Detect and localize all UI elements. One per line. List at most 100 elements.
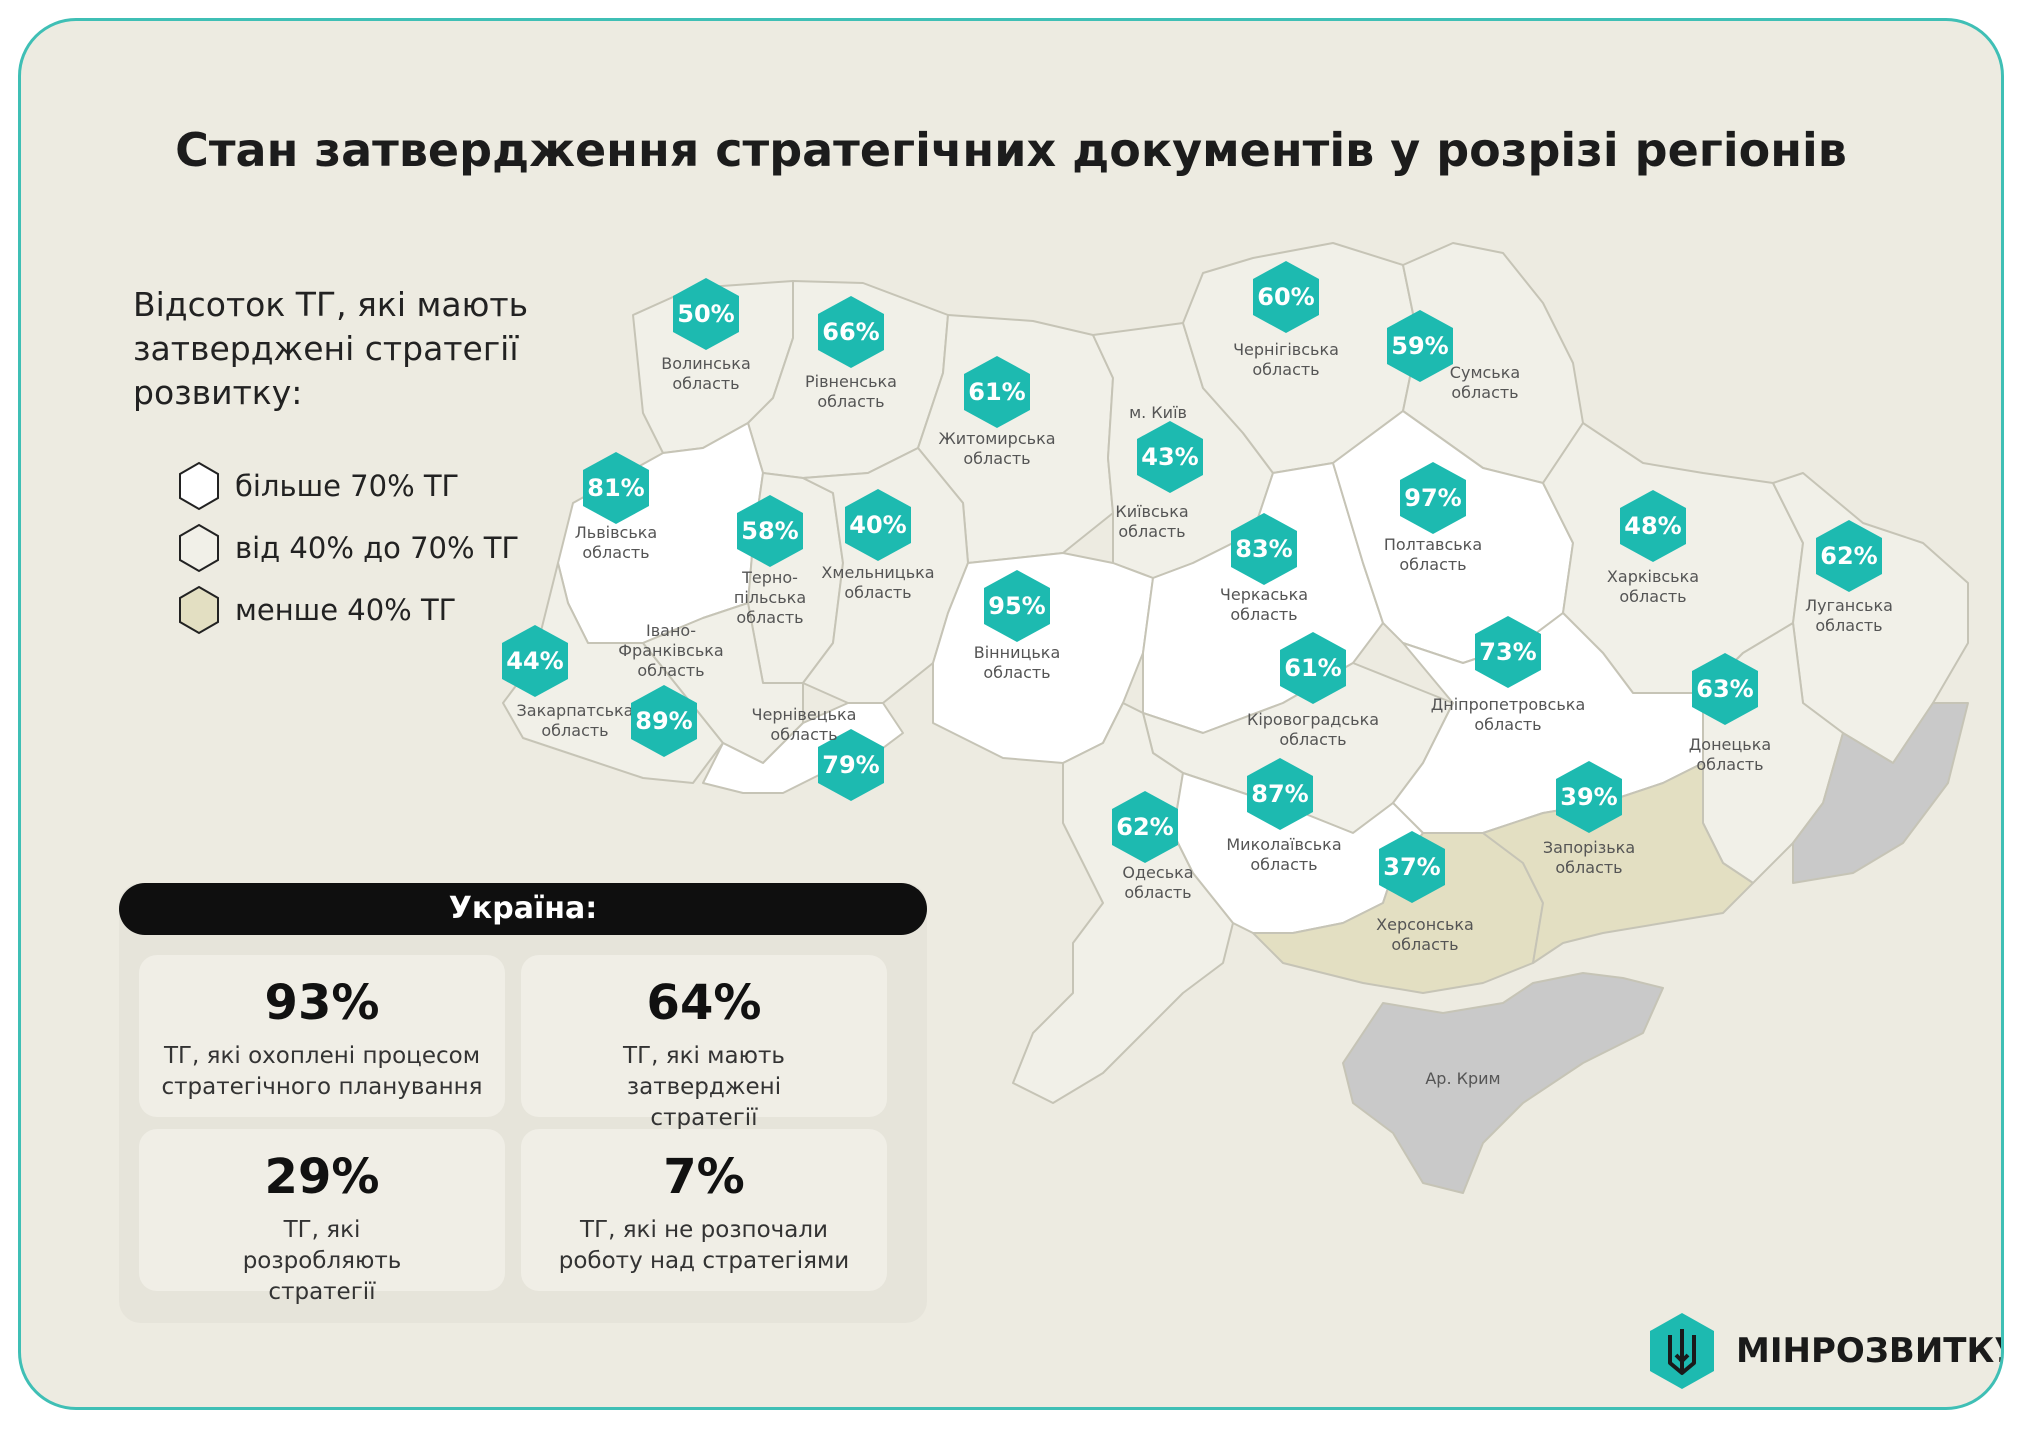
hexagon-icon (1556, 761, 1622, 833)
region-percent: 48% (1624, 512, 1682, 540)
region-percent: 43% (1141, 443, 1199, 471)
region-percent: 81% (587, 474, 645, 502)
legend-item-below-40: менше 40% ТГ (177, 585, 456, 635)
legend-item-40-70: від 40% до 70% ТГ (177, 523, 519, 573)
stat-card: 93% ТГ, які охоплені процесом стратегічн… (139, 955, 505, 1117)
region-percent: 40% (849, 511, 907, 539)
hexagon-icon-light (179, 523, 219, 573)
region-percent: 62% (1820, 542, 1878, 570)
stat-label: ТГ, які не розпочали роботу над стратегі… (558, 1217, 850, 1274)
legend-label: від 40% до 70% ТГ (235, 531, 520, 565)
region-label: Сумська область (1449, 363, 1521, 402)
hexagon-icon (737, 495, 803, 567)
region-label: Миколаївська область (1226, 835, 1342, 874)
region-percent: 58% (741, 517, 799, 545)
region-percent-badge: 39% (1551, 759, 1627, 835)
region-label: Полтавська область (1383, 535, 1483, 574)
region-percent-badge: 81% (578, 450, 654, 526)
region-percent: 61% (1284, 654, 1342, 682)
infographic-card: Стан затвердження стратегічних документі… (18, 18, 2004, 1410)
region-shape-donetsk-occupied (1792, 702, 1969, 884)
region-percent-badge: 87% (1242, 756, 1318, 832)
region-label: м. Київ (1129, 403, 1187, 422)
hexagon-icon (1253, 261, 1319, 333)
region-label: Луганська область (1805, 596, 1893, 635)
brand-logo: МІНРОЗВИТКУ (1646, 1311, 2004, 1391)
hexagon-icon (1137, 421, 1203, 493)
region-label: Терно- пільська область (733, 568, 807, 627)
region-label: Запорізька область (1542, 838, 1636, 877)
region-label: Вінницька область (973, 643, 1061, 682)
stat-value: 29% (264, 1149, 380, 1205)
hexagon-icon (1816, 520, 1882, 592)
region-percent-badge: 97% (1395, 460, 1471, 536)
region-label: Ар. Крим (1425, 1069, 1501, 1088)
ukraine-map (502, 242, 1969, 1194)
region-percent: 66% (822, 318, 880, 346)
hexagon-icon (984, 570, 1050, 642)
hexagon-icon (818, 296, 884, 368)
hexagon-icon (673, 278, 739, 350)
hexagon-icon (1400, 462, 1466, 534)
region-percent: 89% (635, 707, 693, 735)
hexagon-icon (1231, 513, 1297, 585)
trident-icon (1650, 1313, 1714, 1389)
region-label: Закарпатська область (516, 701, 634, 740)
region-label: Одеська область (1122, 863, 1194, 902)
region-percent: 37% (1383, 853, 1441, 881)
region-shape-zaporizhzhia (1482, 762, 1754, 964)
region-percent-badge: 63% (1687, 651, 1763, 727)
region-percent-badge: 66% (813, 294, 889, 370)
brand-name: МІНРОЗВИТКУ (1736, 1331, 2004, 1371)
hexagon-icon (1280, 632, 1346, 704)
region-label: Волинська область (661, 354, 751, 393)
region-percent: 83% (1235, 535, 1293, 563)
region-percent-badge: 59% (1382, 308, 1458, 384)
hexagon-icon (1692, 653, 1758, 725)
hexagon-icon-white (179, 461, 219, 511)
region-percent-badge: 43% (1132, 419, 1208, 495)
region-label: Рівненська область (805, 372, 897, 411)
region-percent: 62% (1116, 813, 1174, 841)
region-percent-badge: 50% (668, 276, 744, 352)
stat-card: 7% ТГ, які не розпочали роботу над страт… (521, 1129, 887, 1291)
region-percent-badge: 60% (1248, 259, 1324, 335)
hexagon-icon (1247, 758, 1313, 830)
region-label: Харківська область (1606, 567, 1700, 606)
hexagon-icon (502, 625, 568, 697)
region-percent-badge: 62% (1107, 789, 1183, 865)
region-shape-ivano-frankivsk (642, 602, 804, 764)
region-percent: 97% (1404, 484, 1462, 512)
region-percent-badge: 58% (732, 493, 808, 569)
hexagon-icon (631, 685, 697, 757)
region-percent: 95% (988, 592, 1046, 620)
region-percent: 44% (506, 647, 564, 675)
stat-label: ТГ, які розробляють стратегії (242, 1217, 402, 1305)
region-percent-badge: 95% (979, 568, 1055, 644)
region-percent-badge: 62% (1811, 518, 1887, 594)
hexagon-icon (964, 356, 1030, 428)
region-label: Київська область (1115, 502, 1189, 541)
region-percent: 59% (1391, 332, 1449, 360)
region-label: Херсонська область (1376, 915, 1474, 954)
stat-card: 29% ТГ, які розробляють стратегії (139, 1129, 505, 1305)
stat-value: 7% (663, 1149, 745, 1205)
region-shape-khmelnytskyi (802, 447, 969, 704)
region-label: Черкаська область (1219, 585, 1309, 624)
legend-title: Відсоток ТГ, які мають затверджені страт… (133, 285, 529, 412)
region-percent: 79% (822, 751, 880, 779)
region-percent-badge: 37% (1374, 829, 1450, 905)
region-label: Донецька область (1688, 735, 1772, 774)
region-percent-badge: 44% (497, 623, 573, 699)
region-percent-badge: 73% (1470, 614, 1546, 690)
region-percent-badge: 40% (840, 487, 916, 563)
region-percent-badge: 61% (1275, 630, 1351, 706)
summary-header: Україна: (119, 883, 927, 935)
legend: Відсоток ТГ, які мають затверджені страт… (133, 283, 583, 635)
region-label: Хмельницька область (821, 563, 935, 602)
region-percent: 87% (1251, 780, 1309, 808)
legend-item-above-70: більше 70% ТГ (177, 461, 459, 511)
stat-label: ТГ, які мають затверджені стратегії (623, 1043, 785, 1131)
region-percent: 39% (1560, 783, 1618, 811)
region-label: Львівська область (574, 523, 658, 562)
